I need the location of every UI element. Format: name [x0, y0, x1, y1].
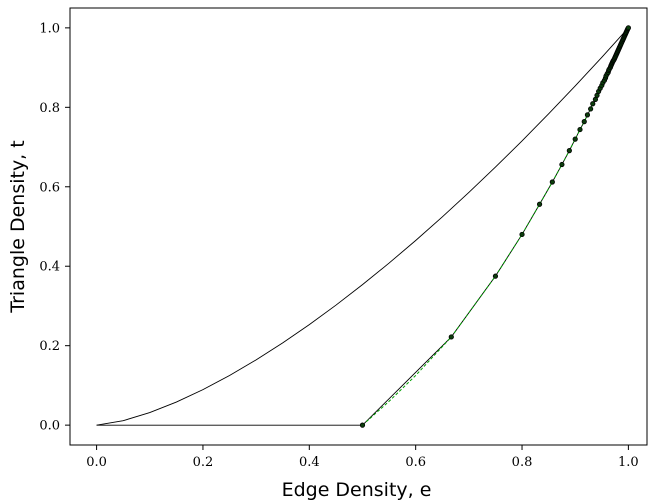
data-point — [577, 126, 583, 133]
data-point — [590, 101, 596, 107]
x-tick-label: 0.8 — [512, 455, 533, 470]
data-point — [492, 273, 499, 279]
points-layer — [359, 25, 631, 428]
y-tick-label: 0.0 — [39, 419, 60, 434]
y-axis-title: Triangle Density, t — [7, 140, 29, 313]
x-axis-ticks: 0.0 0.2 0.4 0.6 0.8 1.0 — [86, 445, 639, 470]
series-line-upper-curve — [96, 27, 629, 426]
x-tick-label: 0.4 — [299, 455, 320, 470]
data-point — [519, 231, 525, 238]
data-point — [566, 148, 572, 154]
y-tick-label: 0.2 — [39, 339, 60, 354]
y-tick-label: 1.0 — [39, 21, 60, 36]
x-axis-title: Edge Density, e — [282, 479, 432, 500]
data-point — [572, 136, 578, 142]
data-point — [581, 119, 587, 125]
data-point — [536, 201, 543, 207]
data-point — [584, 112, 591, 118]
data-point — [625, 25, 631, 31]
y-tick-label: 0.8 — [39, 101, 60, 116]
data-point — [588, 106, 594, 112]
data-point — [559, 161, 565, 168]
x-tick-label: 0.0 — [86, 455, 107, 470]
x-tick-label: 0.2 — [193, 455, 214, 470]
y-axis-ticks: 0.0 0.2 0.4 0.6 0.8 1.0 — [39, 21, 70, 434]
y-tick-label: 0.6 — [39, 180, 60, 195]
data-point — [359, 422, 366, 428]
data-point — [549, 179, 555, 185]
plot-frame — [69, 7, 648, 446]
y-tick-label: 0.4 — [39, 260, 60, 275]
x-tick-label: 1.0 — [618, 455, 639, 470]
data-point — [448, 334, 454, 340]
x-tick-label: 0.6 — [405, 455, 426, 470]
